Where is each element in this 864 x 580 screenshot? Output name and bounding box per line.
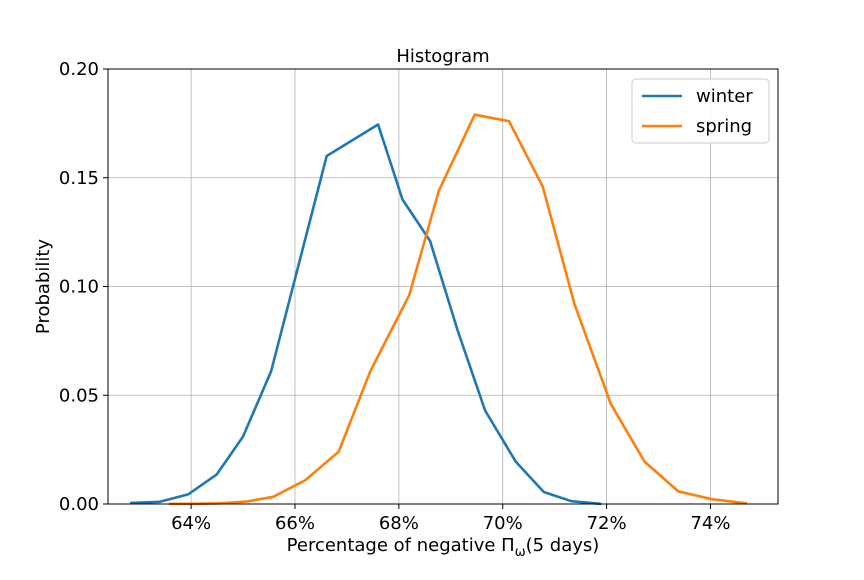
chart-title: Histogram — [396, 46, 489, 67]
series-line-spring — [169, 113, 748, 506]
legend: winter spring — [631, 78, 770, 144]
x-axis-label: Percentage of negative Πω(5 days) — [287, 535, 600, 560]
x-tick-label: 68% — [379, 513, 419, 534]
x-axis-label-prefix: Percentage of negative Π — [287, 535, 515, 556]
x-tick-label: 64% — [171, 513, 211, 534]
y-tick-label: 0.15 — [59, 168, 99, 189]
y-tick-label: 0.00 — [59, 494, 99, 515]
y-axis-label: Probability — [33, 239, 54, 334]
x-tick-label: 70% — [483, 513, 523, 534]
x-axis-label-subscript: ω — [515, 545, 526, 560]
y-tick-label: 0.05 — [59, 385, 99, 406]
x-tick-label: 66% — [275, 513, 315, 534]
x-tick-label: 74% — [690, 513, 730, 534]
y-tick-label: 0.20 — [59, 59, 99, 80]
y-tick-label: 0.10 — [59, 277, 99, 298]
series-layer — [130, 113, 748, 506]
x-tick-label: 72% — [587, 513, 627, 534]
legend-label-winter: winter — [696, 86, 753, 107]
legend-label-spring: spring — [696, 116, 752, 137]
series-line-winter — [130, 123, 602, 506]
x-axis-label-suffix: (5 days) — [526, 535, 600, 556]
ticks: 64% 66% 68% 70% 72% 74% 0.00 0.05 0.10 0.15 0.20 — [59, 59, 731, 534]
